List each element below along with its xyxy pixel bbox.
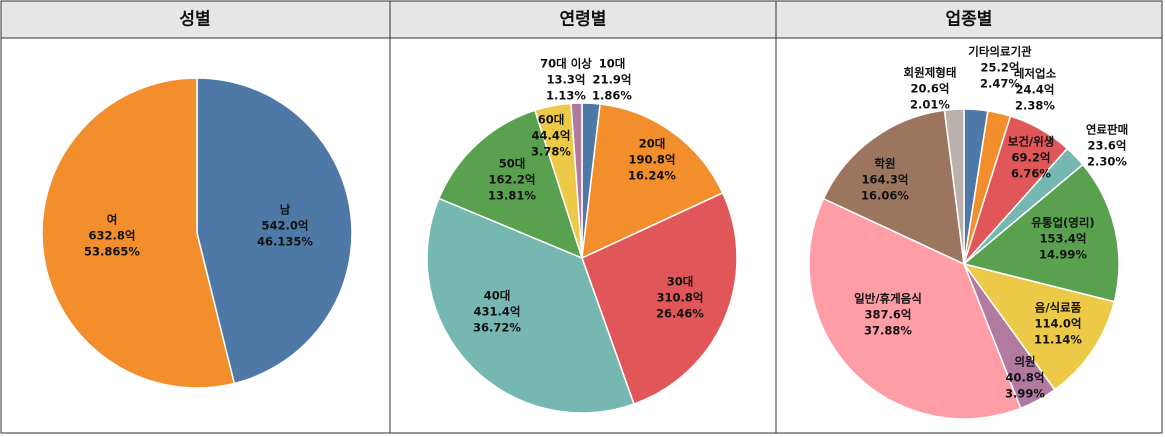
value-label: 24.4억 xyxy=(1016,83,1055,97)
value-label: 20.6억 xyxy=(911,82,950,96)
value-label: 431.4억 xyxy=(474,305,521,319)
pie-slice xyxy=(808,197,1022,420)
slice-label: 보건/위생 xyxy=(1008,135,1055,149)
pie-slice xyxy=(962,163,1120,303)
percent-label: 26.46% xyxy=(656,307,704,321)
value-label: 114.0억 xyxy=(1035,317,1082,331)
slice-label: 회원제형태 xyxy=(904,66,957,80)
slice-label: 40대 xyxy=(484,289,511,303)
slice-label: 의원 xyxy=(1014,355,1035,369)
percent-label: 13.81% xyxy=(488,189,536,203)
slice-label: 50대 xyxy=(499,157,526,171)
slice-label: 20대 xyxy=(639,137,666,151)
percent-label: 11.14% xyxy=(1034,333,1082,347)
value-label: 542.0억 xyxy=(262,219,309,233)
percent-label: 2.01% xyxy=(910,98,950,112)
slice-label: 연료판매 xyxy=(1086,123,1128,137)
pie-slice xyxy=(196,77,353,385)
pie-slice xyxy=(822,109,965,266)
chart-title: 성별 xyxy=(179,10,210,30)
pie-slice xyxy=(426,197,635,414)
value-label: 190.8억 xyxy=(629,153,676,167)
header-band xyxy=(1,1,1162,38)
percent-label: 2.38% xyxy=(1015,99,1055,113)
slice-label: 여 xyxy=(107,213,118,227)
value-label: 310.8억 xyxy=(657,291,704,305)
pie-slice xyxy=(581,103,724,260)
slice-label: 10대 xyxy=(599,57,626,71)
percent-label: 1.13% xyxy=(546,89,586,103)
value-label: 632.8억 xyxy=(89,229,136,243)
slice-label: 레저업소 xyxy=(1014,67,1057,81)
slice-label: 남 xyxy=(280,203,291,217)
percent-label: 36.72% xyxy=(473,321,521,335)
slice-label: 30대 xyxy=(667,275,694,289)
chart-title: 연령별 xyxy=(560,9,607,30)
percent-label: 2.47% xyxy=(980,77,1020,91)
slice-label: 학원 xyxy=(874,157,895,171)
value-label: 153.4억 xyxy=(1040,232,1087,246)
percent-label: 2.30% xyxy=(1087,155,1127,169)
slice-label: 기타의료기관 xyxy=(968,45,1032,59)
value-label: 23.6억 xyxy=(1088,139,1127,153)
value-label: 25.2억 xyxy=(981,61,1020,75)
pie-slice xyxy=(943,108,965,265)
percent-label: 6.76% xyxy=(1011,167,1051,181)
pie-slice xyxy=(962,262,1116,391)
percent-label: 37.88% xyxy=(864,324,912,338)
percent-label: 14.99% xyxy=(1039,248,1087,262)
value-label: 21.9억 xyxy=(593,73,632,87)
pie-slice xyxy=(581,191,738,405)
pie-slice xyxy=(41,77,236,389)
percent-label: 53.865% xyxy=(84,245,140,259)
value-label: 164.3억 xyxy=(862,173,909,187)
value-label: 387.6억 xyxy=(865,308,912,322)
value-label: 13.3억 xyxy=(547,73,586,87)
value-label: 44.4억 xyxy=(532,129,571,143)
percent-label: 16.06% xyxy=(861,189,909,203)
percent-label: 3.78% xyxy=(531,145,571,159)
pie-slice xyxy=(570,102,583,259)
value-label: 69.2억 xyxy=(1012,151,1051,165)
slice-label: 60대 xyxy=(538,113,565,127)
value-label: 162.2억 xyxy=(489,173,536,187)
chart-title: 업종별 xyxy=(946,10,993,30)
slice-label: 음/식료품 xyxy=(1035,301,1082,315)
slice-label: 유통업(영리) xyxy=(1031,216,1094,230)
percent-label: 3.99% xyxy=(1005,387,1045,401)
percent-label: 46.135% xyxy=(257,235,313,249)
value-label: 40.8억 xyxy=(1006,371,1045,385)
slice-label: 일반/휴게음식 xyxy=(854,292,922,306)
percent-label: 16.24% xyxy=(628,169,676,183)
slice-label: 70대 이상 xyxy=(540,57,592,71)
percent-label: 1.86% xyxy=(592,89,632,103)
